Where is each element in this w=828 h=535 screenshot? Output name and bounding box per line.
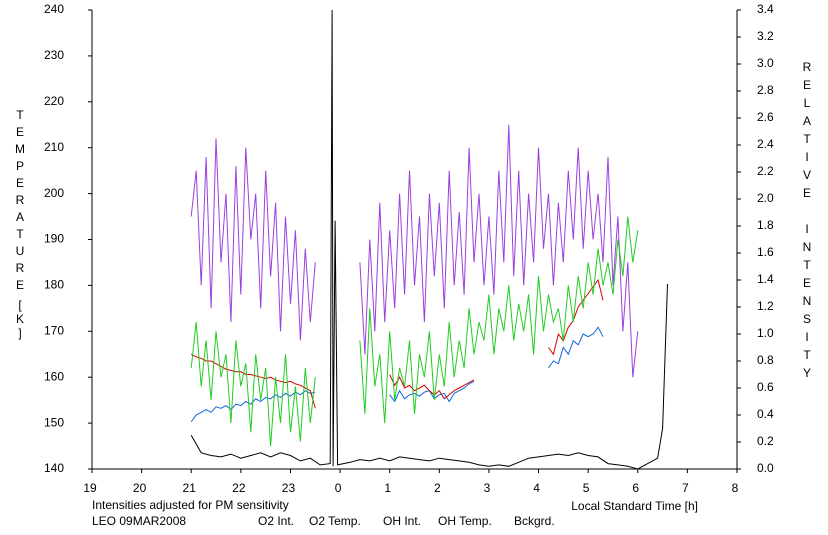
y2-tick-label: 0.6	[757, 380, 774, 394]
y2-tick-label: 3.4	[757, 2, 774, 16]
x-tick-label: 19	[83, 481, 97, 495]
y-tick-label: 160	[44, 369, 64, 383]
y2-tick-label: 1.8	[757, 218, 774, 232]
y-tick-label: 170	[44, 323, 64, 337]
y2-tick-label: 1.2	[757, 299, 774, 313]
legend-entry: Bckgrd.	[514, 514, 555, 528]
series-line	[190, 9, 668, 470]
y2-axis-title: RELATIVE INTENSITY	[800, 60, 814, 384]
y-tick-label: 230	[44, 48, 64, 62]
x-tick-label: 23	[282, 481, 296, 495]
site-label: LEO 09MAR2008	[92, 514, 186, 528]
x-axis-title: Local Standard Time [h]	[571, 499, 698, 513]
y-tick-label: 210	[44, 140, 64, 154]
y-tick-label: 240	[44, 2, 64, 16]
y-tick-label: 220	[44, 94, 64, 108]
x-tick-label: 7	[682, 481, 689, 495]
y-tick-label: 180	[44, 278, 64, 292]
x-tick-label: 2	[434, 481, 441, 495]
y2-tick-label: 2.2	[757, 164, 774, 178]
x-tick-label: 1	[384, 481, 391, 495]
y2-tick-label: 0.2	[757, 434, 774, 448]
x-tick-label: 5	[583, 481, 590, 495]
legend-entry: OH Int.	[383, 514, 421, 528]
x-tick-label: 20	[133, 481, 147, 495]
legend-entry: O2 Temp.	[309, 514, 361, 528]
x-tick-label: 8	[732, 481, 739, 495]
y2-tick-label: 1.4	[757, 272, 774, 286]
series-line	[190, 326, 604, 423]
y2-tick-label: 0.4	[757, 407, 774, 421]
y2-tick-label: 0.0	[757, 461, 774, 475]
y2-tick-label: 2.4	[757, 137, 774, 151]
y2-tick-label: 2.6	[757, 110, 774, 124]
x-tick-label: 0	[335, 481, 342, 495]
series-line	[190, 278, 604, 409]
x-tick-label: 4	[533, 481, 540, 495]
series-line	[190, 216, 639, 447]
x-tick-label: 22	[232, 481, 246, 495]
x-tick-label: 3	[484, 481, 491, 495]
x-tick-label: 21	[183, 481, 197, 495]
note: Intensities adjusted for PM sensitivity	[92, 498, 289, 512]
legend-entry: O2 Int.	[258, 514, 294, 528]
y2-tick-label: 1.6	[757, 245, 774, 259]
y2-tick-label: 1.0	[757, 326, 774, 340]
legend-entry: OH Temp.	[438, 514, 492, 528]
y2-tick-label: 3.0	[757, 56, 774, 70]
y2-tick-label: 2.8	[757, 83, 774, 97]
y-tick-label: 200	[44, 186, 64, 200]
y-tick-label: 140	[44, 461, 64, 475]
y-axis-unit: [K]	[13, 298, 27, 340]
y-tick-label: 190	[44, 232, 64, 246]
x-tick-label: 6	[632, 481, 639, 495]
y2-tick-label: 3.2	[757, 29, 774, 43]
y-tick-label: 150	[44, 415, 64, 429]
y2-tick-label: 0.8	[757, 353, 774, 367]
y-axis-title: TEMPERATURE	[13, 108, 27, 295]
series-line	[190, 124, 639, 378]
y2-tick-label: 2.0	[757, 191, 774, 205]
